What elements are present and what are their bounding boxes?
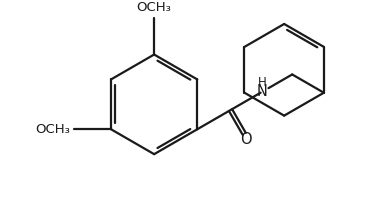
Text: OCH₃: OCH₃ (35, 123, 70, 136)
Text: OCH₃: OCH₃ (137, 1, 171, 14)
Text: O: O (240, 132, 251, 147)
Text: N: N (256, 84, 267, 99)
Text: H: H (258, 76, 267, 89)
